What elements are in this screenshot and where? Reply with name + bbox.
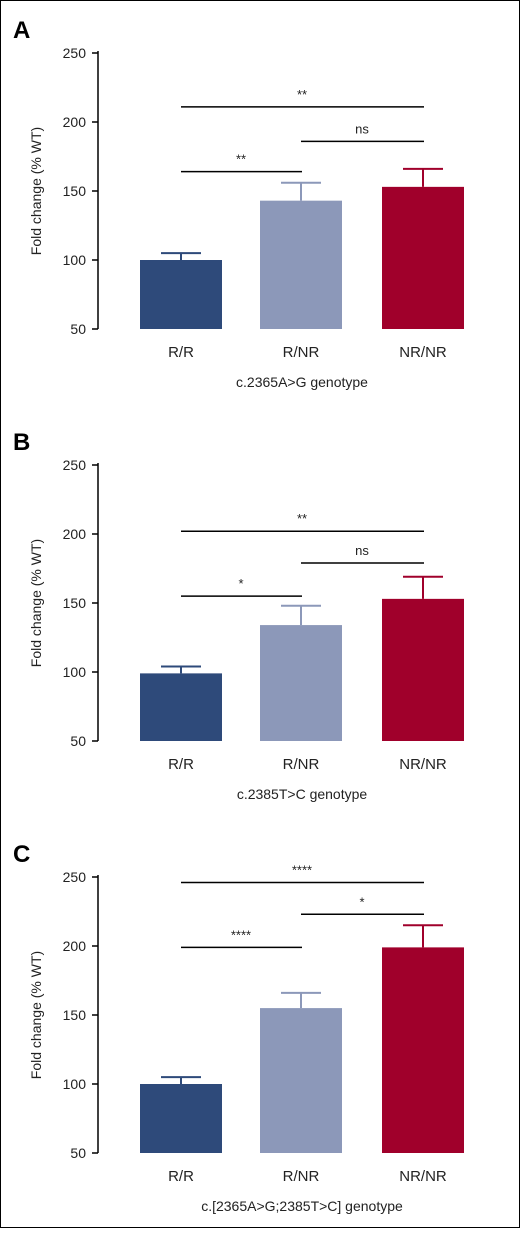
panel-b: B 50 100 150 200 250 Fold change (% WT) R/R R/N…	[1, 429, 520, 835]
bar	[382, 598, 464, 741]
panel-letter: A	[13, 17, 31, 44]
bar	[140, 260, 222, 329]
y-tick-label: 200	[63, 938, 87, 954]
y-tick-label: 50	[70, 1145, 86, 1161]
x-axis-label: c.2385T>C genotype	[237, 786, 368, 802]
y-tick-label: 150	[63, 183, 87, 199]
significance-label: **	[297, 87, 307, 102]
y-tick-label: 200	[63, 114, 87, 130]
bar	[140, 1084, 222, 1153]
significance-label: **	[236, 152, 246, 167]
panel-letter: C	[13, 841, 31, 868]
x-category-label: R/R	[168, 756, 194, 773]
significance-label: ns	[355, 543, 369, 558]
x-category-label: NR/NR	[399, 1168, 447, 1185]
y-tick-label: 50	[70, 321, 86, 337]
significance-label: ns	[355, 121, 369, 136]
panel-c: C 50 100 150 200 250 Fold change (% WT) R/R R/N…	[1, 841, 520, 1247]
significance-label: ****	[231, 927, 251, 942]
y-tick-label: 100	[63, 1076, 87, 1092]
y-tick-label: 250	[63, 45, 87, 61]
y-tick-label: 150	[63, 1007, 87, 1023]
x-category-label: R/NR	[283, 756, 320, 773]
x-category-label: R/R	[168, 1168, 194, 1185]
bar-chart: 50 100 150 200 250 Fold change (% WT) R/R R/NR N…	[28, 45, 464, 390]
bar-chart: 50 100 150 200 250 Fold change (% WT) R/R R/NR N…	[28, 863, 464, 1214]
bar	[382, 186, 464, 329]
y-tick-label: 250	[63, 869, 87, 885]
bar	[260, 200, 342, 329]
x-category-label: R/NR	[283, 1168, 320, 1185]
bar-chart: 50 100 150 200 250 Fold change (% WT) R/R R/NR N…	[28, 457, 464, 802]
bar	[260, 625, 342, 741]
x-category-label: NR/NR	[399, 344, 447, 361]
x-category-label: R/R	[168, 344, 194, 361]
x-category-label: NR/NR	[399, 756, 447, 773]
y-tick-label: 100	[63, 664, 87, 680]
y-tick-label: 250	[63, 457, 87, 473]
bar	[382, 947, 464, 1153]
bar	[140, 673, 222, 741]
panel-a: A 50 100 150 200 250 Fold change (% WT) R/R R/N…	[1, 17, 520, 423]
significance-label: ****	[292, 863, 312, 878]
y-tick-label: 100	[63, 252, 87, 268]
y-axis-label: Fold change (% WT)	[28, 951, 44, 1079]
x-axis-label: c.2365A>G genotype	[236, 374, 368, 390]
y-tick-label: 150	[63, 595, 87, 611]
panel-letter: B	[13, 429, 31, 456]
significance-label: *	[359, 894, 364, 909]
bar	[260, 1008, 342, 1153]
x-axis-label: c.[2365A>G;2385T>C] genotype	[201, 1198, 403, 1214]
y-tick-label: 200	[63, 526, 87, 542]
significance-label: *	[238, 576, 243, 591]
y-axis-label: Fold change (% WT)	[28, 539, 44, 667]
y-axis-label: Fold change (% WT)	[28, 127, 44, 255]
x-category-label: R/NR	[283, 344, 320, 361]
y-tick-label: 50	[70, 733, 86, 749]
significance-label: **	[297, 511, 307, 526]
